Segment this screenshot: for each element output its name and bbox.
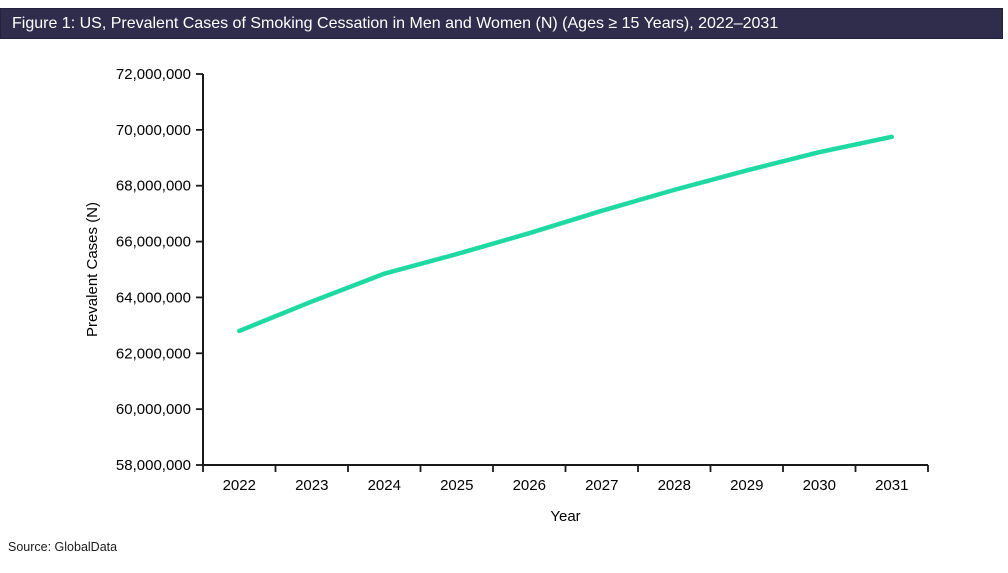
y-tick-label: 62,000,000 bbox=[116, 345, 191, 362]
x-tick-label: 2029 bbox=[730, 477, 763, 494]
y-tick-label: 72,000,000 bbox=[116, 66, 191, 83]
figure-title: Figure 1: US, Prevalent Cases of Smoking… bbox=[12, 15, 779, 32]
y-tick-label: 58,000,000 bbox=[116, 457, 191, 474]
chart-ticks bbox=[196, 73, 929, 472]
x-tick-label: 2023 bbox=[295, 477, 328, 494]
x-tick-label: 2027 bbox=[585, 477, 618, 494]
chart-series bbox=[237, 134, 894, 334]
x-tick-label: 2022 bbox=[223, 477, 256, 494]
x-axis-title: Year bbox=[550, 508, 580, 525]
y-tick-label: 64,000,000 bbox=[116, 289, 191, 306]
x-tick-label: 2030 bbox=[803, 477, 836, 494]
x-tick-label: 2024 bbox=[368, 477, 401, 494]
x-tick-label: 2026 bbox=[513, 477, 546, 494]
figure-title-bar: Figure 1: US, Prevalent Cases of Smoking… bbox=[0, 8, 1003, 39]
x-tick-label: 2028 bbox=[658, 477, 691, 494]
series-line bbox=[237, 134, 894, 334]
chart-axes bbox=[202, 74, 928, 466]
y-tick-label: 68,000,000 bbox=[116, 178, 191, 195]
x-tick-label: 2031 bbox=[875, 477, 908, 494]
y-axis-title: Prevalent Cases (N) bbox=[84, 202, 101, 337]
y-tick-label: 66,000,000 bbox=[116, 234, 191, 251]
y-tick-label: 60,000,000 bbox=[116, 401, 191, 418]
y-tick-label: 70,000,000 bbox=[116, 122, 191, 139]
source-note: Source: GlobalData bbox=[8, 540, 118, 554]
x-tick-label: 2025 bbox=[440, 477, 473, 494]
chart-tick-labels: 58,000,000 60,000,000 62,000,000 64,000,000… bbox=[116, 66, 909, 494]
